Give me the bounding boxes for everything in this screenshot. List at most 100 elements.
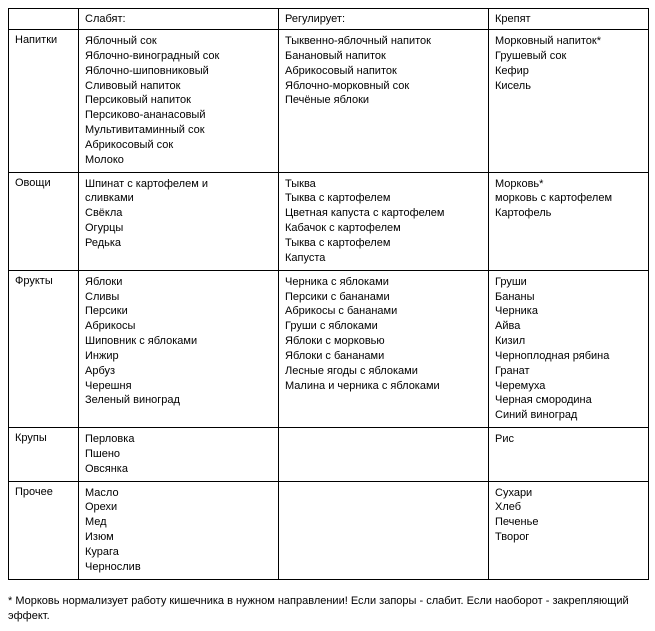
cell-krupy-slabyat: ПерловкаПшеноОвсянка <box>79 428 279 482</box>
list-item: Черешня <box>85 379 272 394</box>
cell-napitki-krepyat: Морковный напиток*Грушевый сокКефирКисел… <box>489 30 649 173</box>
list-item: Абрикосовый напиток <box>285 64 482 79</box>
list-item: Кефир <box>495 64 642 79</box>
list-item: Шиповник с яблоками <box>85 334 272 349</box>
cell-krupy-krepyat: Рис <box>489 428 649 482</box>
list-item: Сухари <box>495 486 642 501</box>
list-item: Абрикосовый сок <box>85 138 272 153</box>
header-reguliruet: Регулирует: <box>279 9 489 30</box>
cell-napitki-slabyat: Яблочный сокЯблочно-виноградный сокЯблоч… <box>79 30 279 173</box>
list-item: Персиковый напиток <box>85 93 272 108</box>
list-item: Печёные яблоки <box>285 93 482 108</box>
list-item: Черная смородина <box>495 393 642 408</box>
list-item: Шпинат с картофелем и <box>85 177 272 192</box>
list-item: Огурцы <box>85 221 272 236</box>
list-item: Яблоки <box>85 275 272 290</box>
list-item: Персики с бананами <box>285 290 482 305</box>
list-item: Зеленый виноград <box>85 393 272 408</box>
list-item: Малина и черника с яблоками <box>285 379 482 394</box>
cell-prochee-slabyat: МаслоОрехиМедИзюмКурагаЧернослив <box>79 481 279 579</box>
row-napitki: Напитки Яблочный сокЯблочно-виноградный … <box>9 30 649 173</box>
list-item: Курага <box>85 545 272 560</box>
list-item: Яблочно-виноградный сок <box>85 49 272 64</box>
list-item: Кисель <box>495 79 642 94</box>
list-item: Рис <box>495 432 642 447</box>
list-item: Черноплодная рябина <box>495 349 642 364</box>
row-ovoshi: Овощи Шпинат с картофелем исливкамиСвёкл… <box>9 172 649 270</box>
list-item: Тыква <box>285 177 482 192</box>
list-item: Грушевый сок <box>495 49 642 64</box>
list-item: Черника <box>495 304 642 319</box>
list-item: Мед <box>85 515 272 530</box>
list-item: морковь с картофелем <box>495 191 642 206</box>
row-label: Овощи <box>9 172 79 270</box>
list-item: Груши с яблоками <box>285 319 482 334</box>
list-item: Айва <box>495 319 642 334</box>
list-item: Абрикосы с бананами <box>285 304 482 319</box>
list-item: Изюм <box>85 530 272 545</box>
list-item: Персики <box>85 304 272 319</box>
cell-ovoshi-reguliruet: ТыкваТыква с картофелемЦветная капуста с… <box>279 172 489 270</box>
cell-frukty-krepyat: ГрушиБананыЧерникаАйваКизилЧерноплодная … <box>489 270 649 427</box>
list-item: Картофель <box>495 206 642 221</box>
list-item: Перловка <box>85 432 272 447</box>
list-item: Пшено <box>85 447 272 462</box>
list-item: Печенье <box>495 515 642 530</box>
header-slabyat: Слабят: <box>79 9 279 30</box>
header-empty <box>9 9 79 30</box>
list-item: Молоко <box>85 153 272 168</box>
food-effects-table: Слабят: Регулирует: Крепят Напитки Яблоч… <box>8 8 649 580</box>
list-item: Черника с яблоками <box>285 275 482 290</box>
row-label: Крупы <box>9 428 79 482</box>
list-item: Орехи <box>85 500 272 515</box>
list-item: Цветная капуста с картофелем <box>285 206 482 221</box>
list-item: Редька <box>85 236 272 251</box>
list-item: Кизил <box>495 334 642 349</box>
list-item: Овсянка <box>85 462 272 477</box>
list-item: Мультивитаминный сок <box>85 123 272 138</box>
list-item: Сливы <box>85 290 272 305</box>
cell-prochee-krepyat: СухариХлебПеченьеТворог <box>489 481 649 579</box>
list-item: Кабачок с картофелем <box>285 221 482 236</box>
list-item: Синий виноград <box>495 408 642 423</box>
cell-frukty-slabyat: ЯблокиСливыПерсикиАбрикосыШиповник с ябл… <box>79 270 279 427</box>
list-item: Тыква с картофелем <box>285 236 482 251</box>
list-item: Хлеб <box>495 500 642 515</box>
cell-frukty-reguliruet: Черника с яблокамиПерсики с бананамиАбри… <box>279 270 489 427</box>
list-item: Капуста <box>285 251 482 266</box>
list-item: Яблоки с бананами <box>285 349 482 364</box>
list-item: Яблочно-морковный сок <box>285 79 482 94</box>
header-row: Слабят: Регулирует: Крепят <box>9 9 649 30</box>
header-krepyat: Крепят <box>489 9 649 30</box>
cell-napitki-reguliruet: Тыквенно-яблочный напитокБанановый напит… <box>279 30 489 173</box>
list-item: Тыквенно-яблочный напиток <box>285 34 482 49</box>
list-item: сливками <box>85 191 272 206</box>
list-item: Банановый напиток <box>285 49 482 64</box>
list-item: Сливовый напиток <box>85 79 272 94</box>
list-item: Масло <box>85 486 272 501</box>
row-label: Фрукты <box>9 270 79 427</box>
list-item: Яблоки с морковью <box>285 334 482 349</box>
list-item: Свёкла <box>85 206 272 221</box>
list-item: Чернослив <box>85 560 272 575</box>
row-frukty: Фрукты ЯблокиСливыПерсикиАбрикосыШиповни… <box>9 270 649 427</box>
list-item: Арбуз <box>85 364 272 379</box>
list-item: Персиково-ананасовый <box>85 108 272 123</box>
cell-krupy-reguliruet <box>279 428 489 482</box>
list-item: Морковь* <box>495 177 642 192</box>
list-item: Бананы <box>495 290 642 305</box>
cell-ovoshi-slabyat: Шпинат с картофелем исливкамиСвёклаОгурц… <box>79 172 279 270</box>
row-prochee: Прочее МаслоОрехиМедИзюмКурагаЧернослив … <box>9 481 649 579</box>
cell-ovoshi-krepyat: Морковь*морковь с картофелемКартофель <box>489 172 649 270</box>
list-item: Черемуха <box>495 379 642 394</box>
list-item: Лесные ягоды с яблоками <box>285 364 482 379</box>
list-item: Груши <box>495 275 642 290</box>
list-item: Яблочно-шиповниковый <box>85 64 272 79</box>
list-item: Творог <box>495 530 642 545</box>
list-item: Инжир <box>85 349 272 364</box>
list-item: Гранат <box>495 364 642 379</box>
cell-prochee-reguliruet <box>279 481 489 579</box>
list-item: Тыква с картофелем <box>285 191 482 206</box>
row-label: Напитки <box>9 30 79 173</box>
footnote: * Морковь нормализует работу кишечника в… <box>8 594 647 624</box>
